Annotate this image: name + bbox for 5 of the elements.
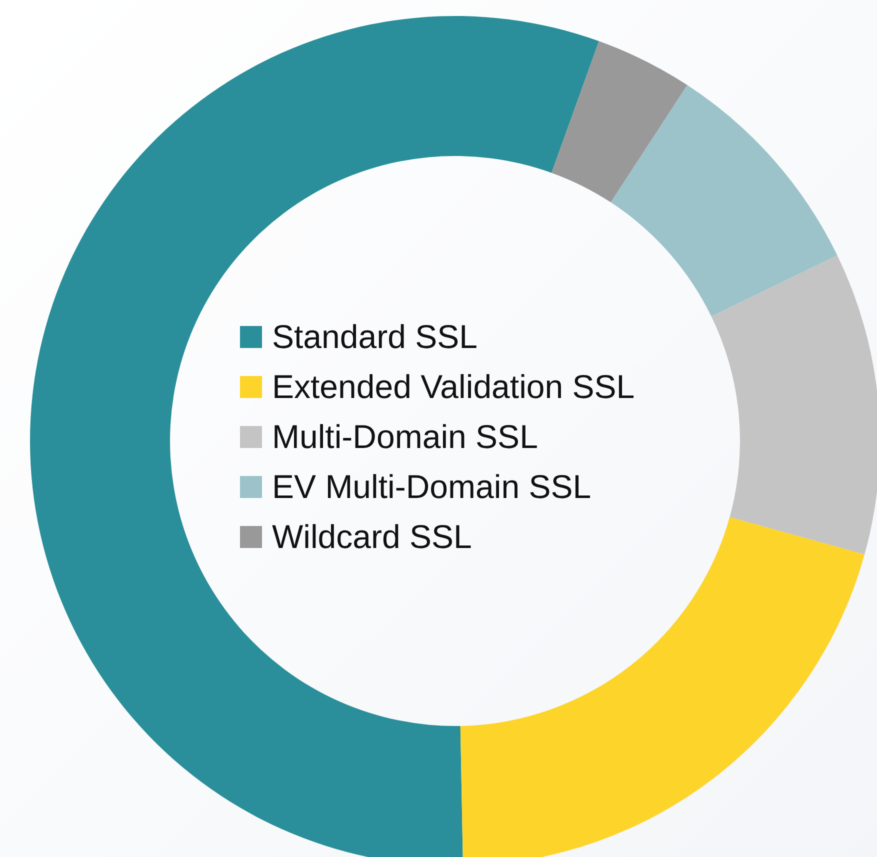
legend-label: EV Multi-Domain SSL <box>272 468 592 506</box>
legend-label: Wildcard SSL <box>272 518 472 556</box>
legend-label: Multi-Domain SSL <box>272 418 538 456</box>
legend-label: Extended Validation SSL <box>272 368 635 406</box>
legend-label: Standard SSL <box>272 318 478 356</box>
